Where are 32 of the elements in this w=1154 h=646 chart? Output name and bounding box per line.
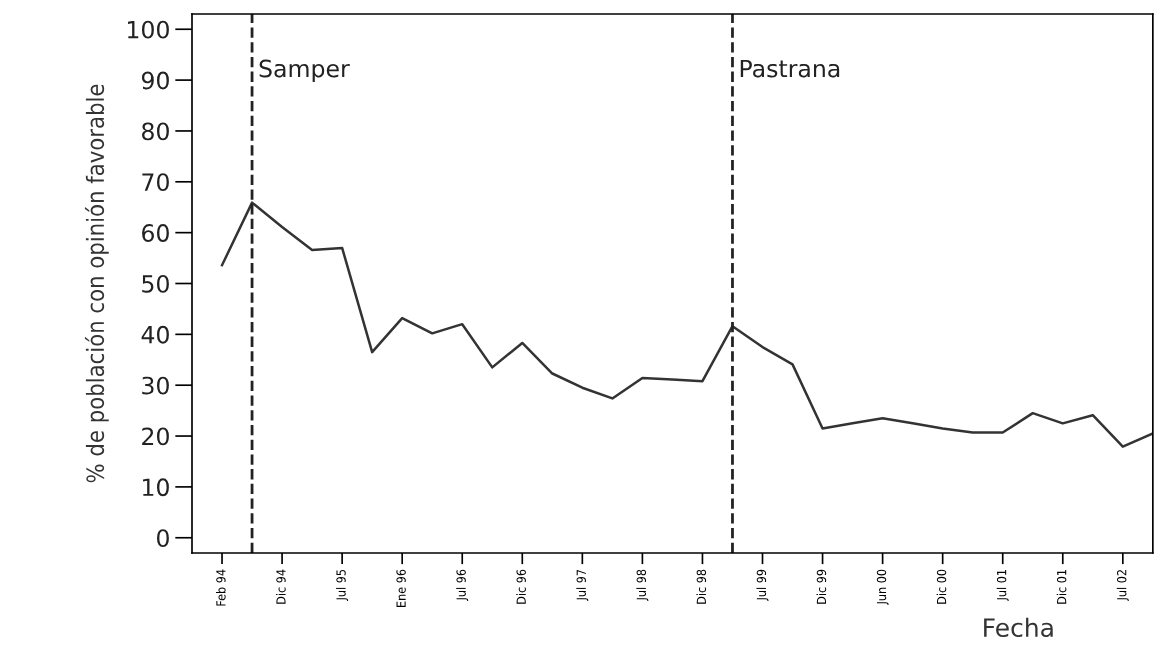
y-tick-label: 60 <box>142 224 169 242</box>
x-axis-title: Fecha <box>984 617 1053 638</box>
y-tick-label: 0 <box>157 529 169 548</box>
annotation: Pastrana <box>740 59 840 78</box>
x-tick-label: Jul 01 <box>996 570 1009 601</box>
y-tick-label: 40 <box>141 325 169 344</box>
y-tick-label: 10 <box>143 478 169 497</box>
x-tick-label: Jun 00 <box>876 569 889 605</box>
line-series <box>220 201 1153 448</box>
y-tick-label: 50 <box>142 274 169 293</box>
y-tick-label: 90 <box>141 71 169 90</box>
y-tick-label: 80 <box>142 122 169 141</box>
x-tick-label: Jul 96 <box>456 569 469 601</box>
x-tick-label: Jul 97 <box>576 569 589 601</box>
x-tick-label: Jul 02 <box>1116 570 1129 601</box>
x-tick-label: Jul 98 <box>636 569 649 601</box>
x-tick-label: Dic 96 <box>516 569 526 604</box>
y-axis-title: % de población con opinión favorable <box>84 84 109 483</box>
x-tick-label: Feb 94 <box>215 569 226 606</box>
annotation: Samper <box>259 59 350 83</box>
y-tick-label: 30 <box>142 376 169 395</box>
x-tick-label: Dic 00 <box>936 569 947 604</box>
x-tick-label: Dic 94 <box>276 569 286 604</box>
x-tick-label: Jul 95 <box>336 569 349 601</box>
y-tick-label: 70 <box>142 173 169 192</box>
x-tick-label: Dic 01 <box>1056 570 1067 604</box>
x-tick-label: Jul 99 <box>756 569 769 601</box>
x-tick-label: Dic 98 <box>696 569 707 604</box>
y-tick-label: 100 <box>128 20 169 39</box>
x-tick-label: Dic 99 <box>816 569 827 604</box>
y-tick-label: 20 <box>142 427 169 446</box>
x-tick-label: Ene 96 <box>396 569 406 607</box>
